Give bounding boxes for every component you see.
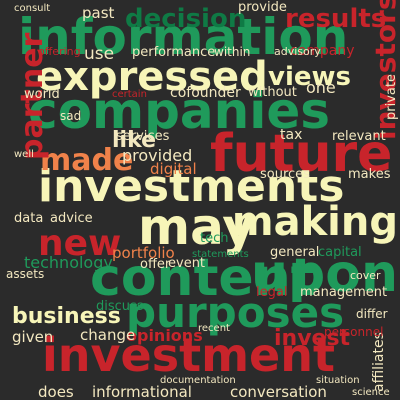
word-given: given: [12, 328, 54, 346]
word-situation: situation: [316, 375, 360, 386]
word-assets: assets: [6, 267, 45, 281]
word-relevant: relevant: [332, 129, 386, 144]
word-digital: digital: [150, 160, 197, 178]
word-one: one: [306, 78, 336, 97]
word-makes: makes: [348, 167, 391, 182]
word-services: services: [116, 129, 170, 144]
word-provided: provided: [122, 146, 193, 165]
word-investment: investment: [42, 328, 335, 382]
word-made: made: [40, 143, 134, 178]
word-advice: advice: [50, 211, 93, 226]
word-opinions: opinions: [126, 326, 203, 345]
word-science: science: [352, 387, 390, 398]
word-data: data: [14, 211, 44, 226]
word-companies: companies: [28, 82, 331, 140]
word-performance: performance: [132, 45, 216, 60]
word-private: private: [384, 74, 399, 120]
word-results: results: [285, 4, 387, 34]
word-expressed: expressed: [36, 54, 268, 100]
word-event: event: [168, 256, 206, 271]
word-advisory: advisory: [274, 45, 321, 58]
word-content: content: [90, 248, 316, 308]
word-legal: legal: [256, 285, 288, 300]
word-conversation: conversation: [230, 383, 327, 400]
word-making: making: [231, 199, 398, 245]
word-future: future: [210, 124, 393, 184]
word-certain: certain: [112, 89, 147, 100]
word-change: change: [80, 326, 136, 344]
word-offering: offering: [38, 45, 81, 58]
word-investments: investments: [38, 161, 345, 212]
word-decision: decision: [125, 4, 247, 34]
word-tax: tax: [280, 127, 303, 143]
word-may: may: [138, 198, 255, 256]
word-differ: differ: [356, 307, 388, 321]
word-sources: sources: [260, 167, 310, 182]
word-informational: informational: [92, 383, 192, 400]
word-without: without: [248, 85, 297, 100]
word-recent: recent: [198, 323, 230, 334]
word-upon: upon: [251, 244, 398, 304]
word-like: like: [112, 128, 157, 153]
word-general: general: [270, 245, 320, 260]
word-provide: provide: [238, 0, 287, 15]
word-portfolio: portfolio: [112, 244, 175, 262]
word-information: information: [18, 8, 349, 66]
word-offer: offer: [140, 257, 171, 272]
word-purposes: purposes: [126, 288, 345, 337]
word-statements: statements: [192, 249, 249, 260]
word-cofounder: cofounder: [170, 85, 241, 101]
word-within: within: [214, 45, 251, 59]
word-use: use: [84, 44, 115, 64]
word-invest: invest: [274, 326, 351, 351]
word-does: does: [38, 383, 74, 400]
word-company: company: [290, 43, 355, 59]
word-technology: technology: [24, 253, 113, 272]
word-views: views: [268, 62, 351, 92]
word-business: business: [12, 304, 121, 329]
word-documentation: documentation: [160, 375, 236, 386]
word-management: management: [300, 285, 388, 300]
word-discuss: discuss: [96, 299, 144, 314]
word-affiliates: affiliates: [371, 332, 387, 392]
word-tech: tech: [200, 231, 229, 246]
word-capital: capital: [318, 245, 362, 260]
word-past: past: [82, 4, 115, 22]
word-consult: consult: [14, 3, 51, 14]
word-personnel: personnel: [324, 325, 384, 339]
word-cover: cover: [350, 269, 381, 282]
word-world: world: [24, 87, 60, 102]
word-sad: sad: [60, 109, 82, 123]
word-well: well: [14, 149, 34, 160]
word-new: new: [38, 223, 122, 264]
